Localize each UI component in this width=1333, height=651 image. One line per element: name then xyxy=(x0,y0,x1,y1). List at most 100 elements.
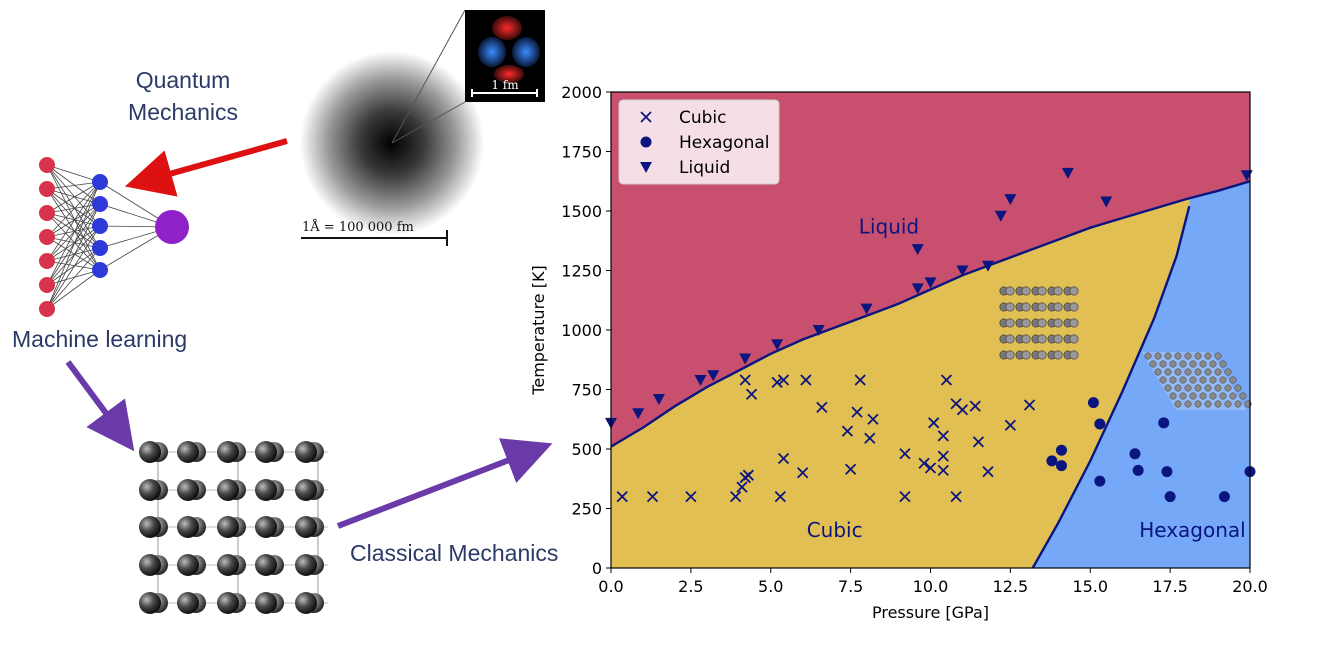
nn-hidden-node xyxy=(92,218,108,234)
nn-input-node xyxy=(39,253,55,269)
cubic-data-point xyxy=(937,464,949,477)
inset-atom xyxy=(1037,318,1047,328)
lattice-atom xyxy=(139,592,161,614)
legend-label-hexagonal: Hexagonal xyxy=(679,133,770,153)
nn-connection xyxy=(46,188,101,271)
cubic-data-point xyxy=(864,432,876,444)
nn-connection xyxy=(46,181,101,214)
inset-atom xyxy=(1069,350,1079,360)
inset-atom xyxy=(1204,368,1212,376)
machine-learning-label: Machine learning xyxy=(12,326,188,352)
hexagonal-data-point xyxy=(1055,444,1067,456)
x-axis-label: Pressure [GPa] xyxy=(872,603,989,622)
inset-atom xyxy=(1005,302,1015,312)
inset-atom xyxy=(1174,352,1182,360)
nn-connection xyxy=(46,212,101,249)
inset-atom xyxy=(1199,376,1207,384)
inset-atom xyxy=(1021,286,1031,296)
lattice-atom xyxy=(255,441,277,463)
legend-box xyxy=(618,99,780,185)
neural-network-diagram xyxy=(39,157,189,317)
atom-illustration: 1 fm 1Å = 100 000 fm xyxy=(300,9,545,246)
cubic-data-point xyxy=(1004,419,1017,431)
legend-marker-cubic xyxy=(640,111,652,123)
inset-atom xyxy=(1179,392,1187,400)
liquid-data-point xyxy=(694,374,707,386)
liquid-data-point xyxy=(739,353,752,365)
zoom-line-bottom xyxy=(391,101,466,144)
inset-atom xyxy=(1179,360,1187,368)
inset-atom xyxy=(1189,376,1197,384)
legend-marker-hexagonal xyxy=(640,136,652,148)
nucleus-blue-lobe-left xyxy=(478,37,506,67)
hexagonal-data-point xyxy=(1094,418,1106,430)
inset-atom xyxy=(1194,384,1202,392)
inset-atom xyxy=(1204,384,1212,392)
legend-label-liquid: Liquid xyxy=(679,158,730,178)
inset-atom xyxy=(1179,376,1187,384)
legend-label-cubic: Cubic xyxy=(679,108,727,128)
nn-connection xyxy=(46,181,101,262)
liquid-data-point xyxy=(812,325,825,336)
y-tick-label: 250 xyxy=(571,500,602,519)
lattice-atom xyxy=(217,479,239,501)
nn-input-node xyxy=(39,301,55,317)
inset-atom xyxy=(1174,368,1182,376)
nn-connection xyxy=(46,188,101,205)
nn-connection xyxy=(46,269,101,286)
y-tick-label: 2000 xyxy=(561,83,602,102)
inset-atom xyxy=(1053,318,1063,328)
inset-atom xyxy=(1053,350,1063,360)
y-tick-label: 1750 xyxy=(561,143,602,162)
cubic-data-point xyxy=(851,406,863,418)
liquid-data-point xyxy=(1100,196,1113,208)
hexagonal-structure-inset xyxy=(1142,352,1252,410)
nn-connection xyxy=(46,225,101,310)
cubic-data-point xyxy=(797,467,809,479)
nn-connection xyxy=(46,181,101,190)
lattice-atom xyxy=(255,479,277,501)
inset-atom xyxy=(1214,400,1222,408)
x-tick-label: 5.0 xyxy=(758,577,783,596)
lattice-atom xyxy=(217,441,239,463)
nn-connection xyxy=(46,181,101,238)
nn-hidden-node xyxy=(92,262,108,278)
inset-atom xyxy=(1234,384,1242,392)
inset-atom xyxy=(1214,352,1222,360)
y-tick-label: 0 xyxy=(592,559,602,578)
inset-atom xyxy=(1164,352,1172,360)
nn-connection xyxy=(46,225,101,262)
liquid-data-point xyxy=(652,394,665,406)
nn-connection xyxy=(46,260,101,271)
x-tick-label: 0.0 xyxy=(598,577,623,596)
x-tick-label: 7.5 xyxy=(838,577,863,596)
inset-atom xyxy=(1169,392,1177,400)
lattice-atom xyxy=(177,479,199,501)
lattice-atom xyxy=(217,592,239,614)
nn-connection xyxy=(46,247,101,286)
cubic-data-point xyxy=(972,436,985,448)
nn-hidden-node xyxy=(92,196,108,212)
inset-atom xyxy=(1053,334,1063,344)
y-tick-label: 500 xyxy=(571,440,602,459)
inset-atom xyxy=(1053,302,1063,312)
inset-atom xyxy=(1069,334,1079,344)
hexagonal-data-point xyxy=(1161,466,1173,478)
inset-atom xyxy=(1149,360,1157,368)
cubic-data-point xyxy=(774,490,786,503)
lattice-atom xyxy=(295,479,317,501)
cubic-data-point xyxy=(937,430,949,442)
cubic-data-point xyxy=(854,374,866,386)
cubic-hexagonal-boundary xyxy=(1031,205,1191,568)
nucleus-blue-lobe-right xyxy=(512,37,540,67)
cubic-structure-inset xyxy=(999,286,1079,360)
zoom-line-top xyxy=(391,9,466,144)
nn-connection xyxy=(46,164,101,183)
cubic-data-point xyxy=(729,490,742,503)
nn-connection xyxy=(46,203,101,310)
cubic-data-point xyxy=(956,404,969,416)
liquid-data-point xyxy=(1004,194,1017,206)
inset-atom xyxy=(1174,400,1182,408)
nn-connection xyxy=(46,203,101,238)
hexagonal-data-point xyxy=(1132,464,1144,476)
